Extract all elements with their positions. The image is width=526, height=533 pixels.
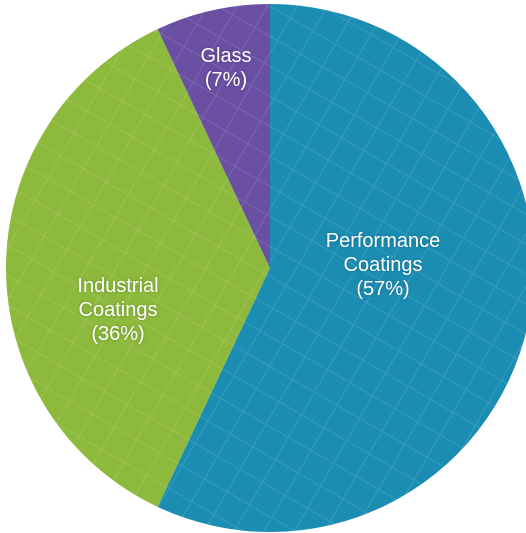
slice-percent: (36%) — [91, 323, 145, 345]
slice-label: Industrial Coatings (36%) — [48, 274, 188, 346]
slice-label: Glass (7%) — [156, 44, 296, 92]
slice-name: Glass — [200, 45, 252, 67]
slice-percent: (7%) — [204, 69, 248, 91]
slice-label: Performance Coatings (57%) — [313, 229, 453, 301]
slice-name: Performance Coatings — [325, 230, 441, 276]
slice-name: Industrial Coatings — [77, 275, 159, 321]
slice-percent: (57%) — [356, 278, 410, 300]
